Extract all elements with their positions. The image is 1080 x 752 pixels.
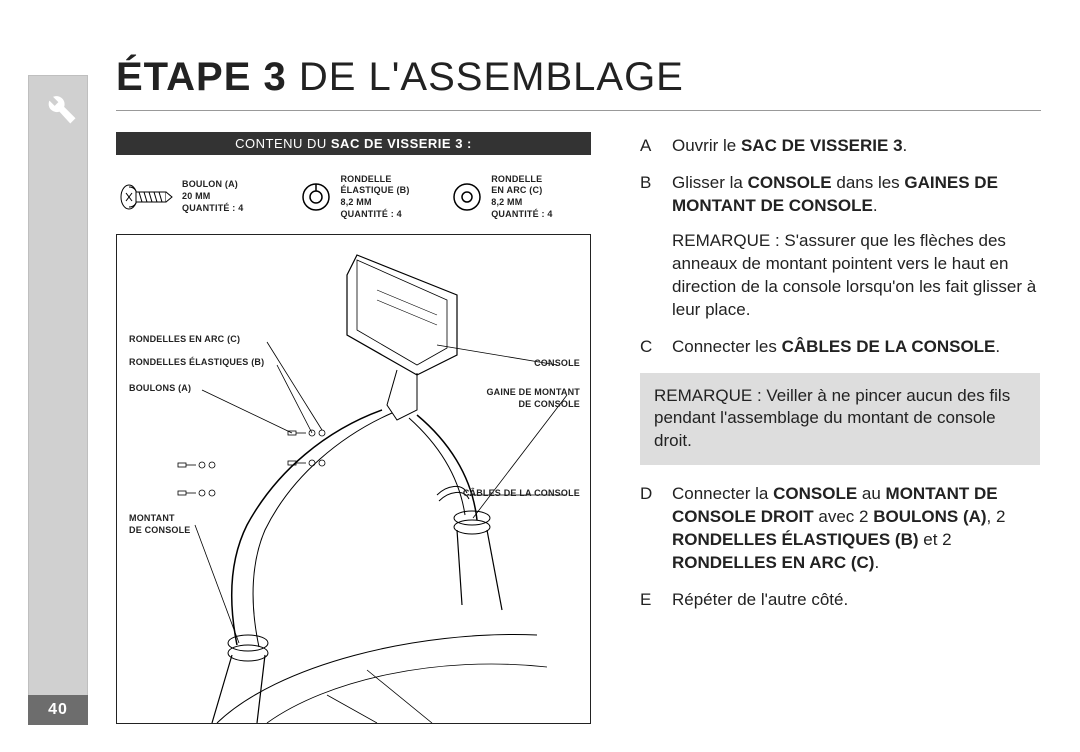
instruction-e: E Répéter de l'autre côté. <box>640 589 1040 612</box>
diagram-svg <box>117 235 590 723</box>
label-boot-1: GAINE DE MONTANT <box>486 387 580 399</box>
hardware-header-prefix: CONTENU DU <box>235 136 331 151</box>
page: 40 ÉTAPE 3 DE L'ASSEMBLAGE CONTENU DU SA… <box>0 0 1080 752</box>
instruction-body: Connecter les CÂBLES DE LA CONSOLE. <box>672 336 1040 359</box>
hardware-bolt: BOULON (A) 20 mm Quantité : 4 <box>120 168 288 226</box>
instruction-letter: A <box>640 135 672 158</box>
label-boot-2: DE CONSOLE <box>518 399 580 411</box>
hardware-header: CONTENU DU SAC DE VISSERIE 3 : <box>116 132 591 155</box>
title-bold: ÉTAPE 3 <box>116 55 287 99</box>
sidebar <box>28 75 88 725</box>
instructions: A Ouvrir le SAC DE VISSERIE 3. B Glisser… <box>640 135 1040 626</box>
spring-washer-icon <box>300 181 332 213</box>
instruction-b-note: REMARQUE : S'assurer que les flèches des… <box>672 231 1036 319</box>
instruction-body: Répéter de l'autre côté. <box>672 589 1040 612</box>
instruction-body: Glisser la CONSOLE dans les GAINES DE MO… <box>672 172 1040 322</box>
label-spring-washers: RONDELLES ÉLASTIQUES (B) <box>129 357 264 369</box>
instruction-letter: E <box>640 589 672 612</box>
page-number: 40 <box>28 695 88 725</box>
label-console: CONSOLE <box>534 358 580 370</box>
label-mast-1: MONTANT <box>129 513 175 525</box>
hardware-spring-washer: RONDELLE ÉLASTIQUE (B) 8,2 mm Quantité :… <box>300 168 439 226</box>
instruction-c: C Connecter les CÂBLES DE LA CONSOLE. <box>640 336 1040 359</box>
wrench-icon <box>32 80 84 132</box>
hardware-arc-washer: RONDELLE EN ARC (C) 8,2 mm Quantité : 4 <box>451 168 590 226</box>
instruction-letter: B <box>640 172 672 322</box>
hardware-header-bold: SAC DE VISSERIE 3 : <box>331 136 472 151</box>
instruction-c-note: REMARQUE : Veiller à ne pincer aucun des… <box>640 373 1040 466</box>
arc-washer-icon <box>451 181 483 213</box>
hardware-row: BOULON (A) 20 mm Quantité : 4 RONDELLE É… <box>120 168 590 226</box>
instruction-d: D Connecter la CONSOLE au MONTANT DE CON… <box>640 483 1040 575</box>
instruction-body: Connecter la CONSOLE au MONTANT DE CONSO… <box>672 483 1040 575</box>
label-bolts: BOULONS (A) <box>129 383 191 395</box>
instruction-a: A Ouvrir le SAC DE VISSERIE 3. <box>640 135 1040 158</box>
divider <box>116 110 1041 111</box>
instruction-body: Ouvrir le SAC DE VISSERIE 3. <box>672 135 1040 158</box>
hardware-spring-washer-text: RONDELLE ÉLASTIQUE (B) 8,2 mm Quantité :… <box>340 174 409 221</box>
hardware-arc-washer-text: RONDELLE EN ARC (C) 8,2 mm Quantité : 4 <box>491 174 552 221</box>
label-arc-washers: RONDELLES EN ARC (C) <box>129 334 240 346</box>
page-title: ÉTAPE 3 DE L'ASSEMBLAGE <box>116 55 684 100</box>
instruction-b: B Glisser la CONSOLE dans les GAINES DE … <box>640 172 1040 322</box>
label-mast-2: DE CONSOLE <box>129 525 191 537</box>
instruction-letter: D <box>640 483 672 575</box>
instruction-letter: C <box>640 336 672 359</box>
bolt-icon <box>120 182 174 212</box>
hardware-bolt-text: BOULON (A) 20 mm Quantité : 4 <box>182 179 243 214</box>
assembly-diagram: RONDELLES EN ARC (C) RONDELLES ÉLASTIQUE… <box>116 234 591 724</box>
label-cables: CÂBLES DE LA CONSOLE <box>463 488 580 500</box>
title-light: DE L'ASSEMBLAGE <box>287 55 684 99</box>
